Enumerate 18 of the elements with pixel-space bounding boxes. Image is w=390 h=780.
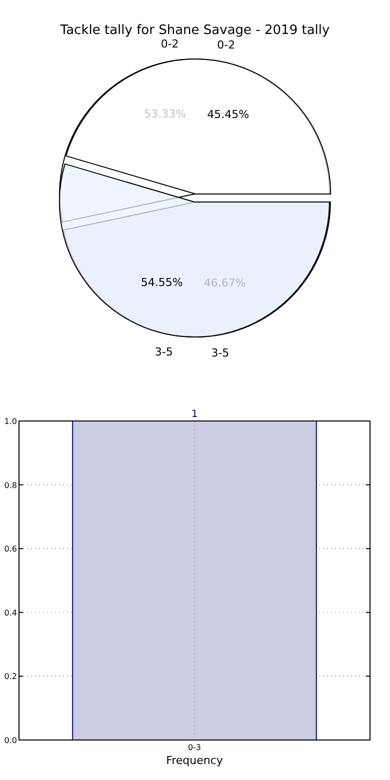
- slice-label: 0-2: [217, 38, 236, 52]
- y-tick-label: 1.0: [4, 417, 17, 426]
- slice-label: 3-5: [211, 346, 230, 360]
- chart-title: Tackle tally for Shane Savage - 2019 tally: [59, 23, 330, 38]
- slice-label: 0-2: [160, 38, 179, 51]
- y-tick-label: 0.8: [4, 480, 17, 490]
- y-tick-label: 0.4: [4, 608, 17, 618]
- data-label: 45.45%: [207, 108, 250, 121]
- y-tick-label: 0.6: [4, 544, 17, 554]
- y-tick-label: 0.0: [4, 736, 17, 745]
- x-tick-label: 0-3: [188, 743, 202, 752]
- data-label: 46.67%: [204, 276, 246, 290]
- data-label: 54.55%: [140, 276, 183, 290]
- data-label: 53.33%: [144, 107, 186, 120]
- x-axis-title: Frequency: [166, 754, 224, 767]
- y-tick-label: 0.2: [4, 672, 17, 682]
- data-label: 1: [191, 409, 198, 420]
- slice-label: 3-5: [154, 346, 173, 359]
